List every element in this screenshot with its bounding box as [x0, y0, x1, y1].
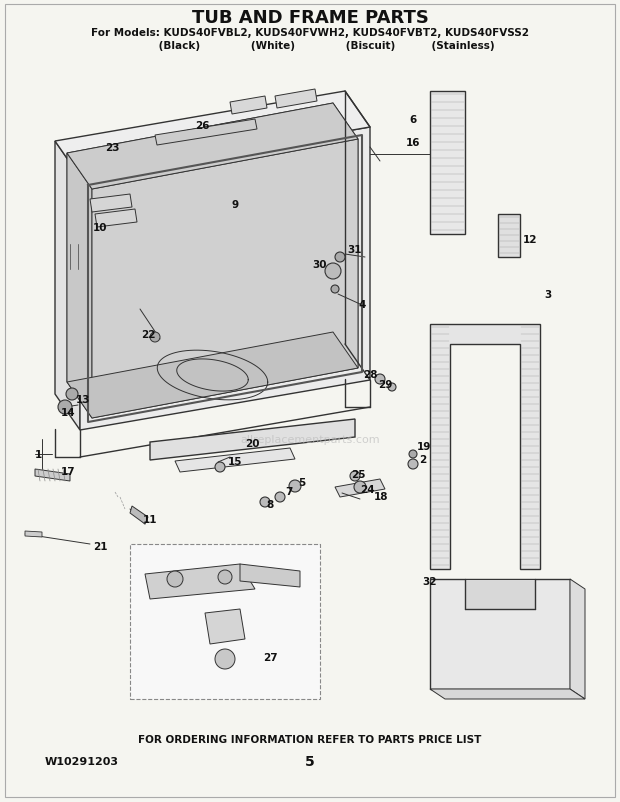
Text: FOR ORDERING INFORMATION REFER TO PARTS PRICE LIST: FOR ORDERING INFORMATION REFER TO PARTS …	[138, 734, 482, 744]
Circle shape	[409, 451, 417, 459]
Circle shape	[275, 492, 285, 502]
Polygon shape	[55, 92, 370, 178]
Circle shape	[215, 463, 225, 472]
Text: 4: 4	[358, 300, 366, 310]
Text: 10: 10	[93, 223, 107, 233]
Polygon shape	[155, 119, 257, 146]
Circle shape	[335, 253, 345, 263]
Polygon shape	[240, 565, 300, 587]
Polygon shape	[275, 90, 317, 109]
Polygon shape	[80, 128, 370, 431]
Text: 6: 6	[409, 115, 417, 125]
Text: 5: 5	[298, 477, 306, 488]
Text: (Black)              (White)              (Biscuit)          (Stainless): (Black) (White) (Biscuit) (Stainless)	[126, 41, 494, 51]
Circle shape	[215, 649, 235, 669]
Text: 14: 14	[61, 407, 75, 418]
Polygon shape	[67, 104, 333, 383]
Text: 20: 20	[245, 439, 259, 448]
Polygon shape	[150, 419, 355, 460]
Bar	[130, 545, 320, 699]
Polygon shape	[92, 140, 358, 419]
Circle shape	[289, 480, 301, 492]
Polygon shape	[130, 506, 148, 525]
Circle shape	[58, 400, 72, 415]
Text: TUB AND FRAME PARTS: TUB AND FRAME PARTS	[192, 9, 428, 27]
Polygon shape	[230, 97, 267, 115]
Circle shape	[375, 375, 385, 384]
Text: 19: 19	[417, 441, 431, 452]
Text: 1: 1	[34, 449, 42, 460]
Circle shape	[354, 481, 366, 493]
Circle shape	[408, 460, 418, 469]
Polygon shape	[465, 579, 535, 610]
Polygon shape	[35, 469, 70, 481]
Polygon shape	[335, 480, 385, 497]
Circle shape	[167, 571, 183, 587]
Text: 27: 27	[263, 652, 277, 662]
Polygon shape	[55, 142, 80, 431]
Polygon shape	[570, 579, 585, 699]
Polygon shape	[430, 325, 540, 569]
Text: 29: 29	[378, 379, 392, 390]
Polygon shape	[67, 104, 358, 190]
Circle shape	[260, 497, 270, 508]
Text: 21: 21	[93, 541, 107, 551]
Polygon shape	[333, 104, 358, 369]
Circle shape	[388, 383, 396, 391]
Circle shape	[325, 264, 341, 280]
Polygon shape	[25, 532, 42, 537]
Text: 26: 26	[195, 121, 210, 131]
Text: 23: 23	[105, 143, 119, 153]
Polygon shape	[430, 689, 585, 699]
Text: 5: 5	[305, 754, 315, 768]
Text: allreplacementparts.com: allreplacementparts.com	[240, 435, 380, 444]
Polygon shape	[175, 448, 295, 472]
Text: 28: 28	[363, 370, 377, 379]
Text: 3: 3	[544, 290, 552, 300]
Text: 32: 32	[423, 577, 437, 586]
Text: 12: 12	[523, 235, 538, 245]
Polygon shape	[67, 333, 358, 419]
Text: 31: 31	[348, 245, 362, 255]
Text: 16: 16	[405, 138, 420, 148]
Polygon shape	[430, 92, 465, 235]
Text: 13: 13	[76, 395, 91, 404]
Circle shape	[350, 472, 360, 481]
Polygon shape	[430, 579, 570, 689]
Polygon shape	[95, 210, 137, 228]
Text: 7: 7	[285, 486, 293, 496]
Polygon shape	[67, 154, 92, 419]
Text: 15: 15	[228, 456, 242, 467]
Polygon shape	[90, 195, 132, 213]
Text: 2: 2	[419, 455, 427, 464]
Text: 22: 22	[141, 330, 155, 339]
Text: 11: 11	[143, 514, 157, 525]
Circle shape	[66, 388, 78, 400]
Text: 25: 25	[351, 469, 365, 480]
Text: 17: 17	[61, 467, 75, 476]
Text: 18: 18	[374, 492, 388, 501]
Text: 8: 8	[267, 500, 273, 509]
Text: 24: 24	[360, 484, 374, 494]
Text: For Models: KUDS40FVBL2, KUDS40FVWH2, KUDS40FVBT2, KUDS40FVSS2: For Models: KUDS40FVBL2, KUDS40FVWH2, KU…	[91, 28, 529, 38]
Circle shape	[218, 570, 232, 585]
Circle shape	[150, 333, 160, 342]
Text: W10291203: W10291203	[45, 756, 119, 766]
Polygon shape	[205, 610, 245, 644]
Text: 30: 30	[312, 260, 327, 269]
Text: 9: 9	[231, 200, 239, 210]
Polygon shape	[498, 215, 520, 257]
Circle shape	[331, 286, 339, 294]
Polygon shape	[145, 565, 255, 599]
